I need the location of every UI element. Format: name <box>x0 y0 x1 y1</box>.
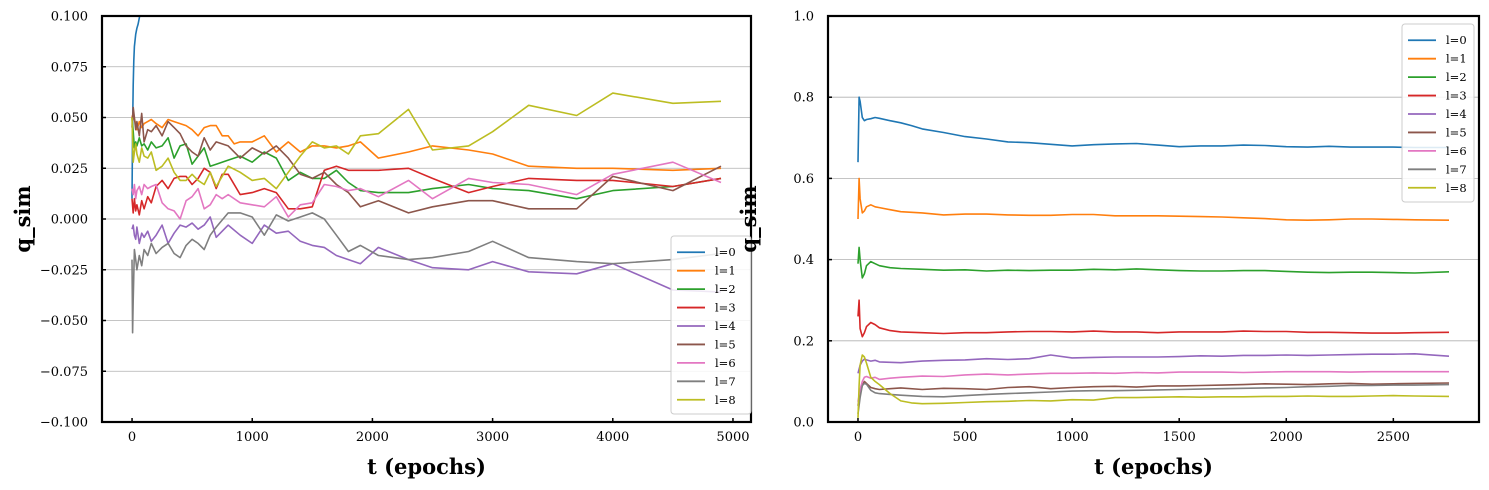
series-line-l-1 <box>857 177 1450 221</box>
legend-frame <box>670 235 752 415</box>
y-axis-label: q_sim <box>10 185 35 252</box>
legend-label: l=6 <box>715 356 736 370</box>
legend-label: l=1 <box>715 264 736 278</box>
series-line-l-6 <box>857 370 1449 402</box>
y-tick-label: −0.100 <box>40 416 88 431</box>
y-tick-label: −0.025 <box>40 263 88 278</box>
y-tick-label: 0.050 <box>51 111 88 126</box>
legend-label: l=7 <box>1446 162 1467 176</box>
legend-label: l=8 <box>715 393 736 407</box>
y-tick-label: −0.075 <box>40 365 88 380</box>
x-tick-label: 1000 <box>236 430 269 445</box>
y-tick-label: 0.000 <box>51 213 88 228</box>
legend-label: l=4 <box>1446 107 1467 121</box>
y-axis-label: q_sim <box>736 185 761 252</box>
x-tick-label: 500 <box>953 430 978 445</box>
x-tick-label: 1500 <box>1163 430 1196 445</box>
x-tick-label: 2000 <box>1270 430 1303 445</box>
x-tick-label: 2000 <box>356 430 389 445</box>
series-line-l-7 <box>131 212 722 334</box>
x-tick-label: 5000 <box>716 430 749 445</box>
x-tick-label: 1000 <box>1056 430 1089 445</box>
series-line-l-0 <box>857 96 1449 163</box>
y-tick-label: 0.075 <box>51 60 88 75</box>
series-line-l-4 <box>131 216 722 293</box>
chart-left: 0 1000 2000 3000 4000 5000 −0.100 −0.075 −0.050 −… <box>10 10 753 479</box>
legend-label: l=4 <box>715 319 736 333</box>
y-tick-label: 0.8 <box>793 91 814 106</box>
series-line-l-6 <box>131 161 722 220</box>
legend-label: l=8 <box>1446 181 1467 195</box>
series-line-l-1 <box>131 112 722 172</box>
x-axis-label: t (epochs) <box>1094 454 1213 479</box>
legend: l=0 l=1 l=2 l=3 l=4 l=5 l=6 l=7 l=8 <box>670 235 752 415</box>
legend-label: l=3 <box>715 301 736 315</box>
legend-frame <box>1401 23 1475 203</box>
plot-area <box>857 96 1450 418</box>
legend-label: l=0 <box>715 245 736 259</box>
series-line-l-2 <box>857 246 1450 279</box>
x-tick-label: 4000 <box>596 430 629 445</box>
series-line-l-2 <box>131 117 722 200</box>
legend-label: l=1 <box>1446 52 1467 66</box>
legend: l=0 l=1 l=2 l=3 l=4 l=5 l=6 l=7 l=8 <box>1401 23 1475 203</box>
x-axis-label: t (epochs) <box>367 454 486 479</box>
series-line-l-3 <box>131 165 722 216</box>
y-tick-label: 0.6 <box>793 172 814 187</box>
legend-label: l=5 <box>1446 125 1467 139</box>
legend-label: l=7 <box>715 374 736 388</box>
plot-area <box>131 16 722 334</box>
series-line-l-5 <box>131 106 722 214</box>
y-tick-label: 1.0 <box>793 10 814 25</box>
legend-label: l=2 <box>715 282 736 296</box>
y-tick-label: 0.100 <box>51 10 88 25</box>
series-line-l-7 <box>857 382 1450 415</box>
series-line-l-5 <box>857 380 1450 406</box>
x-tick-label: 0 <box>854 430 862 445</box>
x-tick-label: 0 <box>128 430 136 445</box>
series-line-l-8 <box>857 354 1450 418</box>
legend-label: l=0 <box>1446 33 1467 47</box>
legend-label: l=6 <box>1446 144 1467 158</box>
y-tick-label: 0.025 <box>51 162 88 177</box>
y-tick-label: 0.2 <box>793 334 814 349</box>
series-line-l-4 <box>857 352 1450 374</box>
y-tick-label: 0.0 <box>793 416 814 431</box>
x-tick-label: 2500 <box>1377 430 1410 445</box>
series-line-l-8 <box>131 92 722 190</box>
x-tick-label: 3000 <box>476 430 509 445</box>
legend-label: l=5 <box>715 337 736 351</box>
chart-right: 0 500 1000 1500 2000 2500 0.0 0.2 0.4 0.6 0.8 1.0 t … <box>736 10 1481 479</box>
y-tick-label: 0.4 <box>793 253 814 268</box>
series-line-l-0 <box>131 16 141 199</box>
legend-label: l=2 <box>1446 70 1467 84</box>
legend-label: l=3 <box>1446 89 1467 103</box>
series-line-l-3 <box>857 299 1450 338</box>
y-tick-label: −0.050 <box>40 314 88 329</box>
axes-frame <box>826 14 1481 424</box>
